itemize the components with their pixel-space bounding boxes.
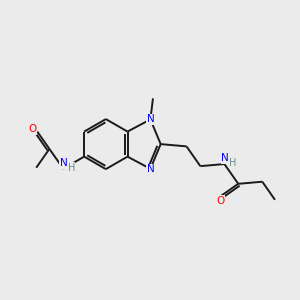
Text: H: H (68, 163, 75, 172)
Text: N: N (60, 158, 68, 168)
Text: O: O (216, 196, 224, 206)
Text: N: N (146, 164, 154, 174)
Text: O: O (29, 124, 37, 134)
Text: N: N (146, 114, 154, 124)
Text: H: H (229, 158, 236, 168)
Text: N: N (221, 153, 229, 164)
